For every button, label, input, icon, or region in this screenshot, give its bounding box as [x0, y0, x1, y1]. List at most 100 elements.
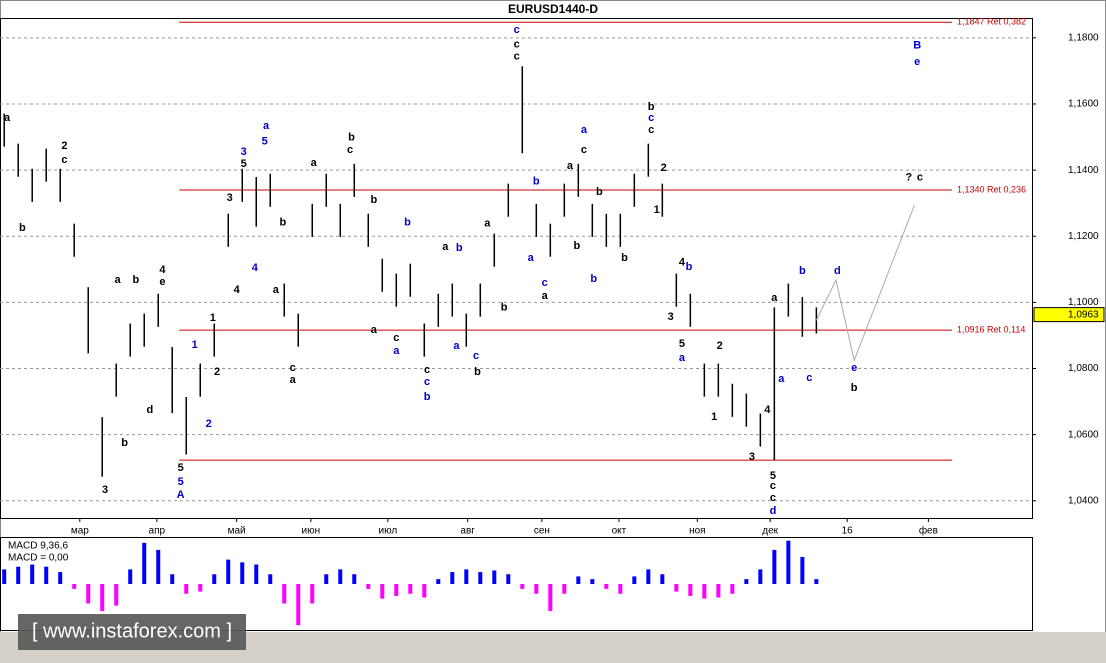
- wave-label: a: [679, 352, 686, 364]
- y-tick-label: 1,0400: [1068, 495, 1099, 506]
- x-tick-label: июл: [379, 526, 398, 537]
- macd-bar: [408, 584, 413, 594]
- wave-label: b: [121, 437, 128, 449]
- macd-bar: [562, 584, 567, 594]
- y-tick-label: 1,1800: [1068, 32, 1099, 43]
- wave-label: c: [770, 480, 776, 492]
- wave-label: 3: [102, 484, 108, 496]
- macd-bar: [688, 584, 693, 596]
- macd-bar: [814, 579, 819, 584]
- wave-label: b: [456, 242, 463, 254]
- wave-label: c: [514, 24, 520, 36]
- chart-title: EURUSD1440-D: [508, 2, 598, 16]
- macd-bar: [268, 574, 273, 584]
- wave-label: 5: [178, 462, 184, 474]
- x-tick-label: фев: [919, 525, 938, 537]
- wave-label: ?: [905, 171, 912, 183]
- macd-bar: [534, 584, 539, 594]
- macd-bar: [156, 549, 161, 584]
- macd-bar: [478, 572, 483, 584]
- wave-label: a: [567, 160, 574, 172]
- macd-bar: [674, 584, 679, 592]
- macd-bar: [716, 584, 721, 598]
- x-tick-label: июн: [302, 526, 321, 537]
- wave-label: c: [514, 50, 520, 62]
- wave-label: b: [404, 216, 411, 228]
- macd-bar: [590, 579, 595, 584]
- macd-bar: [576, 576, 581, 584]
- wave-label: b: [590, 273, 597, 285]
- wave-label: c: [61, 154, 67, 166]
- x-tick-label: май: [228, 526, 246, 537]
- wave-label: a: [311, 157, 318, 169]
- wave-label: b: [501, 301, 508, 313]
- wave-label: c: [648, 124, 654, 136]
- wave-label: a: [371, 324, 378, 336]
- wave-label: b: [474, 366, 481, 378]
- macd-bar: [2, 569, 7, 584]
- wave-label: 3: [241, 146, 247, 158]
- macd-bar: [352, 574, 357, 584]
- macd-bar: [282, 584, 287, 604]
- x-tick-label: окт: [612, 526, 627, 537]
- y-tick-label: 1,0800: [1068, 363, 1099, 374]
- level-label: 1,1847 Ret 0,382: [957, 17, 1026, 27]
- wave-label: a: [484, 217, 491, 229]
- wave-label: c: [806, 372, 812, 384]
- macd-bar: [394, 584, 399, 596]
- wave-label: b: [648, 101, 655, 113]
- wave-label: 3: [227, 192, 233, 204]
- wave-label: b: [19, 222, 26, 234]
- wave-label: a: [290, 374, 297, 386]
- level-label: 1,0916 Ret 0,114: [957, 325, 1025, 335]
- x-tick-label: мар: [71, 526, 89, 537]
- macd-bar: [464, 569, 469, 584]
- x-tick-label: 16: [842, 526, 854, 537]
- wave-label: a: [393, 345, 400, 357]
- wave-label: e: [159, 276, 165, 288]
- wave-label: c: [542, 277, 548, 289]
- wave-label: b: [279, 216, 286, 228]
- projection-line: [815, 204, 915, 362]
- macd-bar: [800, 556, 805, 584]
- macd-bar: [30, 564, 35, 584]
- macd-bar: [786, 540, 791, 584]
- wave-label: 3: [749, 451, 755, 463]
- y-tick-label: 1,0600: [1068, 429, 1099, 440]
- macd-bar: [422, 584, 427, 598]
- level-label: 1,1340 Ret 0,236: [957, 184, 1026, 194]
- x-tick-label: дек: [762, 526, 778, 537]
- macd-bar: [142, 542, 147, 584]
- macd-bar: [86, 584, 91, 604]
- wave-label: 1: [654, 204, 660, 216]
- wave-label: c: [424, 376, 430, 388]
- macd-bar: [16, 566, 21, 584]
- watermark-box: [18, 614, 246, 650]
- wave-label: c: [347, 144, 353, 156]
- macd-bar: [128, 569, 133, 584]
- wave-label: c: [917, 171, 923, 183]
- wave-label: c: [648, 112, 654, 124]
- wave-label: a: [442, 241, 449, 253]
- wave-label: A: [177, 489, 185, 501]
- wave-label: a: [771, 292, 778, 304]
- wave-label: 3: [668, 311, 674, 323]
- x-tick-label: авг: [460, 526, 475, 537]
- wave-label: a: [115, 274, 122, 286]
- y-tick-label: 1,1600: [1068, 99, 1099, 110]
- macd-bar: [380, 584, 385, 599]
- wave-label: 4: [234, 284, 241, 296]
- macd-bar: [72, 584, 77, 589]
- wave-label: 4: [159, 264, 166, 276]
- y-tick-label: 1,1000: [1068, 297, 1099, 308]
- wave-label: d: [770, 505, 777, 517]
- wave-label: b: [686, 261, 693, 273]
- price-pane: [0, 18, 1033, 519]
- wave-label: a: [581, 124, 588, 136]
- macd-bar: [436, 579, 441, 584]
- wave-label: c: [393, 332, 399, 344]
- wave-label: a: [778, 373, 785, 385]
- macd-bar: [114, 584, 119, 606]
- wave-label: 5: [679, 338, 685, 350]
